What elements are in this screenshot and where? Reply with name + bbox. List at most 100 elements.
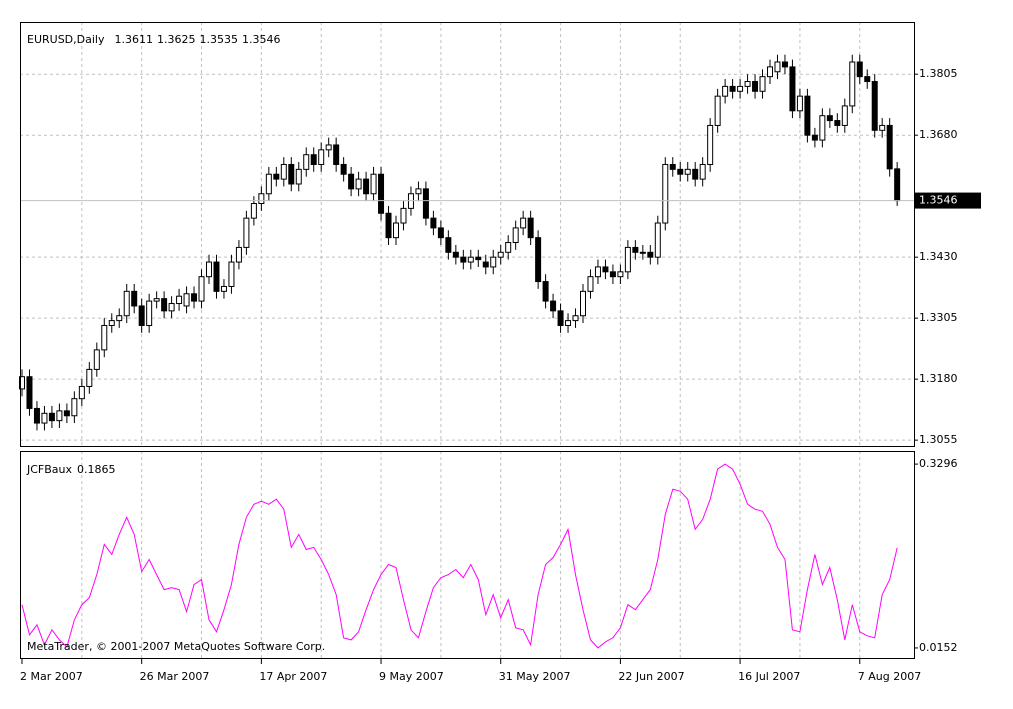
candle-body xyxy=(587,276,594,292)
candle-body xyxy=(767,66,773,78)
candle-body xyxy=(378,173,385,214)
candle-body xyxy=(699,163,706,180)
candle-body xyxy=(841,105,848,126)
last-close: 1.3546 xyxy=(242,33,281,46)
candle-body xyxy=(363,178,370,195)
candle-body xyxy=(437,227,444,239)
candle-body xyxy=(445,237,452,253)
price-label: 1.3546 xyxy=(919,194,958,207)
candle-body xyxy=(467,256,474,263)
candle-body xyxy=(864,76,871,83)
candle-body xyxy=(265,173,272,195)
candle-body xyxy=(819,115,826,141)
candle-body xyxy=(48,412,55,422)
candle-body xyxy=(475,256,482,261)
candle-body xyxy=(639,251,646,254)
candle-body xyxy=(116,315,123,322)
y-tick-label: 1.3305 xyxy=(919,311,958,324)
candle-body xyxy=(490,256,497,268)
x-tick-label: 22 Jun 2007 xyxy=(618,670,684,683)
candle-body xyxy=(669,163,676,170)
candle-body xyxy=(206,261,212,278)
candle-body xyxy=(220,285,227,292)
candle-body xyxy=(393,222,399,239)
candle-body xyxy=(580,290,586,317)
candle-body xyxy=(235,246,242,263)
candle-body xyxy=(355,178,362,190)
candle-body xyxy=(632,246,639,253)
candle-body xyxy=(647,251,654,258)
x-tick-label: 26 Mar 2007 xyxy=(140,670,210,683)
candle-body xyxy=(63,410,70,417)
candle-body xyxy=(752,81,759,92)
candle-body xyxy=(512,227,519,244)
indicator-line xyxy=(21,463,898,649)
copyright: MetaTrader, © 2001-2007 MetaQuotes Softw… xyxy=(27,640,325,653)
candle-body xyxy=(288,163,295,185)
candle-body xyxy=(834,120,841,126)
candle-body xyxy=(677,168,684,175)
candle-body xyxy=(318,149,325,165)
candle-body xyxy=(280,163,287,180)
candle-body xyxy=(131,290,138,307)
candle-body xyxy=(707,124,714,165)
candle-body xyxy=(26,376,33,409)
candle-body xyxy=(108,320,115,326)
candle-body xyxy=(497,251,504,258)
candle-body xyxy=(609,271,616,278)
candle-body xyxy=(849,61,856,107)
indicator-name: JCFBaux xyxy=(26,463,73,476)
candle-body xyxy=(400,207,407,224)
marks xyxy=(19,54,914,649)
candle-body xyxy=(86,368,93,387)
candle-body xyxy=(744,81,751,87)
candle-body xyxy=(737,85,744,92)
candle-body xyxy=(796,95,803,112)
y-tick-label: 1.3430 xyxy=(919,250,958,263)
indicator-title: JCFBaux 0.1865 xyxy=(26,463,116,476)
candle-body xyxy=(886,124,893,170)
candle-body xyxy=(138,305,145,326)
candle-body xyxy=(879,124,886,131)
candle-body xyxy=(535,237,542,283)
candle-body xyxy=(153,298,160,302)
candle-body xyxy=(273,173,280,180)
price-pane-border xyxy=(20,22,915,447)
candle-body xyxy=(527,217,534,239)
candle-body xyxy=(557,310,564,326)
candle-body xyxy=(348,173,355,190)
candle-body xyxy=(781,61,788,68)
candle-body xyxy=(161,298,168,312)
y-tick-label: 1.3055 xyxy=(919,433,958,446)
candle-body xyxy=(422,188,429,219)
x-tick-label: 31 May 2007 xyxy=(499,670,571,683)
candle-body xyxy=(602,266,609,273)
last-open: 1.3611 xyxy=(114,33,153,46)
candle-body xyxy=(856,61,863,78)
candle-body xyxy=(41,412,48,424)
candle-body xyxy=(430,217,437,229)
candle-body xyxy=(789,66,796,112)
candle-body xyxy=(183,293,190,307)
candle-body xyxy=(871,81,878,131)
candle-body xyxy=(33,407,40,424)
candle-body xyxy=(168,303,175,312)
indicator-pane-border xyxy=(20,451,915,659)
candle-body xyxy=(594,266,601,278)
candle-body xyxy=(415,188,422,195)
candle-body xyxy=(198,276,205,302)
candle-body xyxy=(146,300,153,326)
candle-body xyxy=(325,144,332,151)
candle-body xyxy=(370,173,377,195)
candle-body xyxy=(804,95,811,136)
candle-body xyxy=(176,295,183,305)
candle-body xyxy=(191,293,198,302)
candle-body xyxy=(505,242,512,253)
candle-body xyxy=(714,95,721,126)
candle-body xyxy=(542,281,549,302)
candle-body xyxy=(826,115,833,122)
candle-body xyxy=(482,261,489,268)
last-high: 1.3625 xyxy=(157,33,196,46)
candle-body xyxy=(19,376,25,390)
